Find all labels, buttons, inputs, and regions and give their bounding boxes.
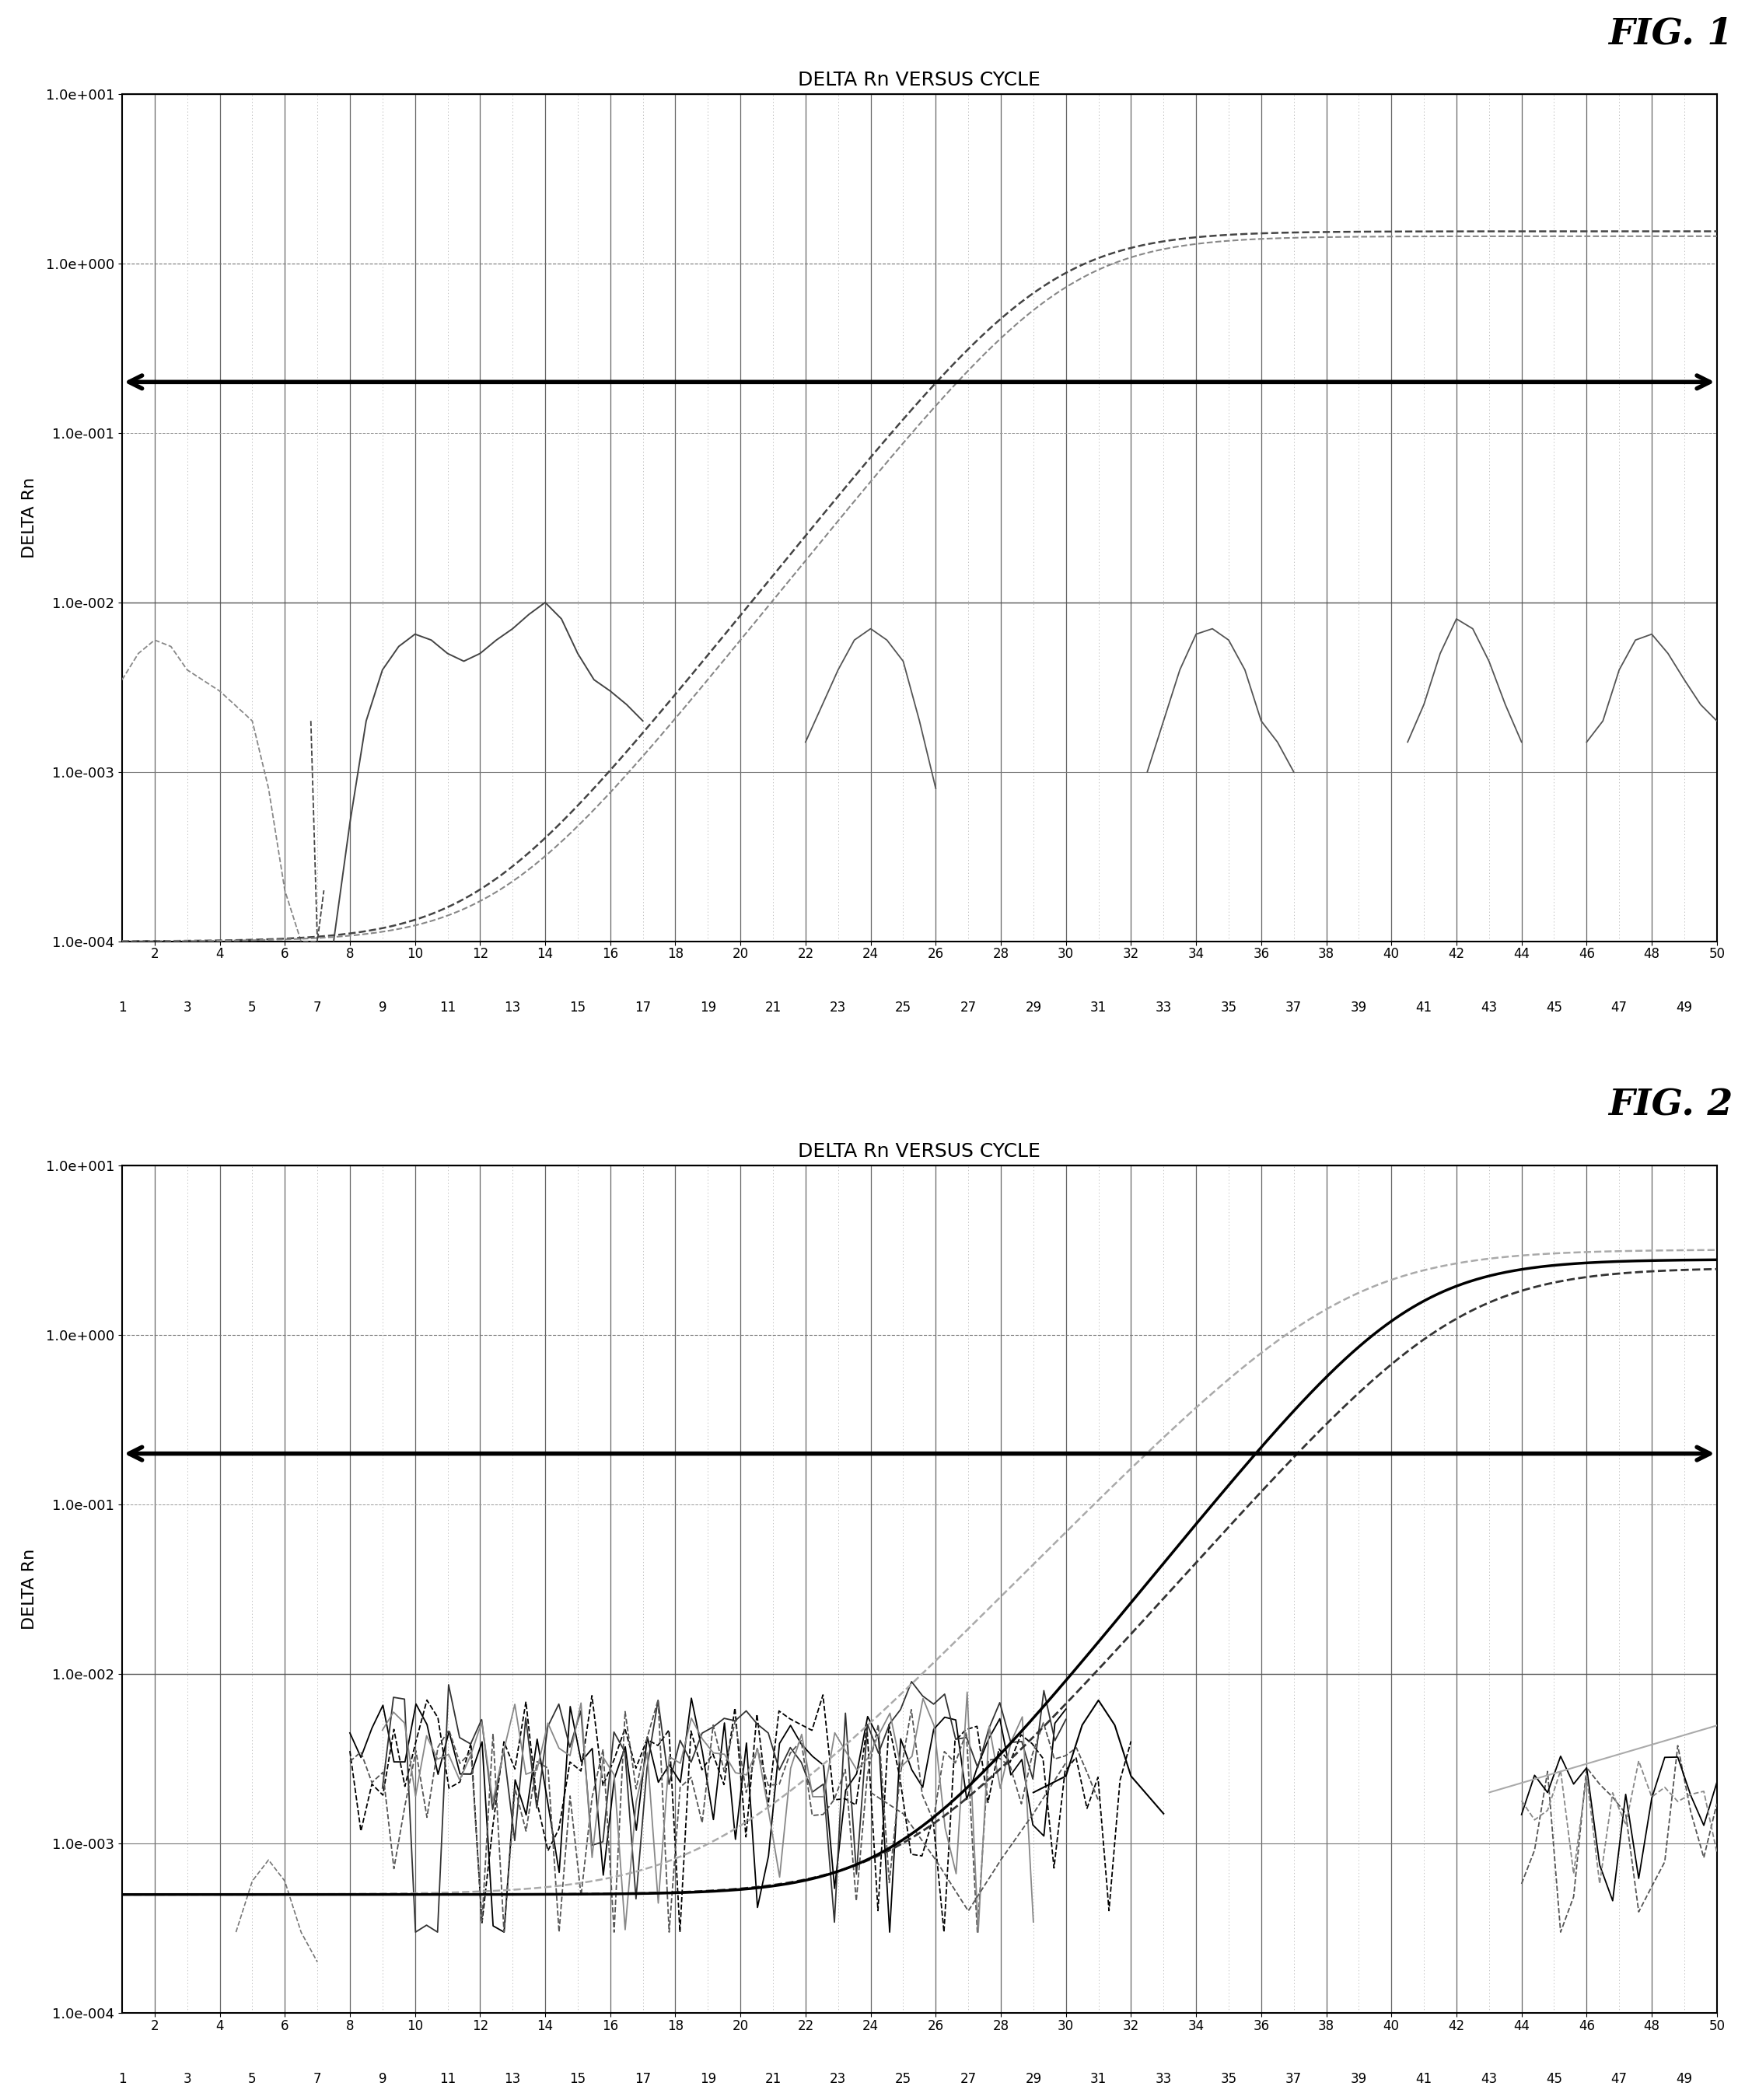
Text: 37: 37 [1286,1002,1302,1014]
Text: 43: 43 [1480,1002,1498,1014]
Text: 5: 5 [249,1002,256,1014]
Text: 49: 49 [1677,1002,1692,1014]
Text: 7: 7 [314,2073,321,2085]
Y-axis label: DELTA Rn: DELTA Rn [21,1550,37,1630]
Text: 19: 19 [699,2073,717,2085]
Title: DELTA Rn VERSUS CYCLE: DELTA Rn VERSUS CYCLE [799,71,1041,90]
Text: 19: 19 [699,1002,717,1014]
Text: 9: 9 [378,2073,387,2085]
Text: 25: 25 [895,1002,911,1014]
Text: 7: 7 [314,1002,321,1014]
Text: 15: 15 [569,1002,585,1014]
Text: 27: 27 [960,1002,976,1014]
Text: 45: 45 [1545,2073,1563,2085]
Text: 43: 43 [1480,2073,1498,2085]
Text: 3: 3 [182,2073,191,2085]
Text: 29: 29 [1025,2073,1042,2085]
Text: 21: 21 [764,1002,781,1014]
Text: 35: 35 [1221,1002,1237,1014]
Text: 29: 29 [1025,1002,1042,1014]
Text: FIG. 1: FIG. 1 [1608,17,1733,52]
Text: 33: 33 [1155,1002,1172,1014]
Text: 5: 5 [249,2073,256,2085]
Text: 23: 23 [830,1002,846,1014]
Text: 39: 39 [1351,2073,1367,2085]
Text: 31: 31 [1090,1002,1107,1014]
Text: 47: 47 [1612,2073,1628,2085]
Text: 45: 45 [1545,1002,1563,1014]
Text: 17: 17 [634,2073,652,2085]
Text: 21: 21 [764,2073,781,2085]
Title: DELTA Rn VERSUS CYCLE: DELTA Rn VERSUS CYCLE [799,1142,1041,1161]
Text: 27: 27 [960,2073,976,2085]
Text: 23: 23 [830,2073,846,2085]
Text: FIG. 2: FIG. 2 [1608,1088,1733,1124]
Text: 31: 31 [1090,2073,1107,2085]
Y-axis label: DELTA Rn: DELTA Rn [21,477,37,559]
Text: 25: 25 [895,2073,911,2085]
Text: 13: 13 [505,1002,520,1014]
Text: 41: 41 [1416,1002,1431,1014]
Text: 13: 13 [505,2073,520,2085]
Text: 9: 9 [378,1002,387,1014]
Text: 11: 11 [440,1002,456,1014]
Text: 35: 35 [1221,2073,1237,2085]
Text: 47: 47 [1612,1002,1628,1014]
Text: 11: 11 [440,2073,456,2085]
Text: 49: 49 [1677,2073,1692,2085]
Text: 3: 3 [182,1002,191,1014]
Text: 17: 17 [634,1002,652,1014]
Text: 15: 15 [569,2073,585,2085]
Text: 41: 41 [1416,2073,1431,2085]
Text: 37: 37 [1286,2073,1302,2085]
Text: 39: 39 [1351,1002,1367,1014]
Text: 33: 33 [1155,2073,1172,2085]
Text: 1: 1 [117,1002,126,1014]
Text: 1: 1 [117,2073,126,2085]
